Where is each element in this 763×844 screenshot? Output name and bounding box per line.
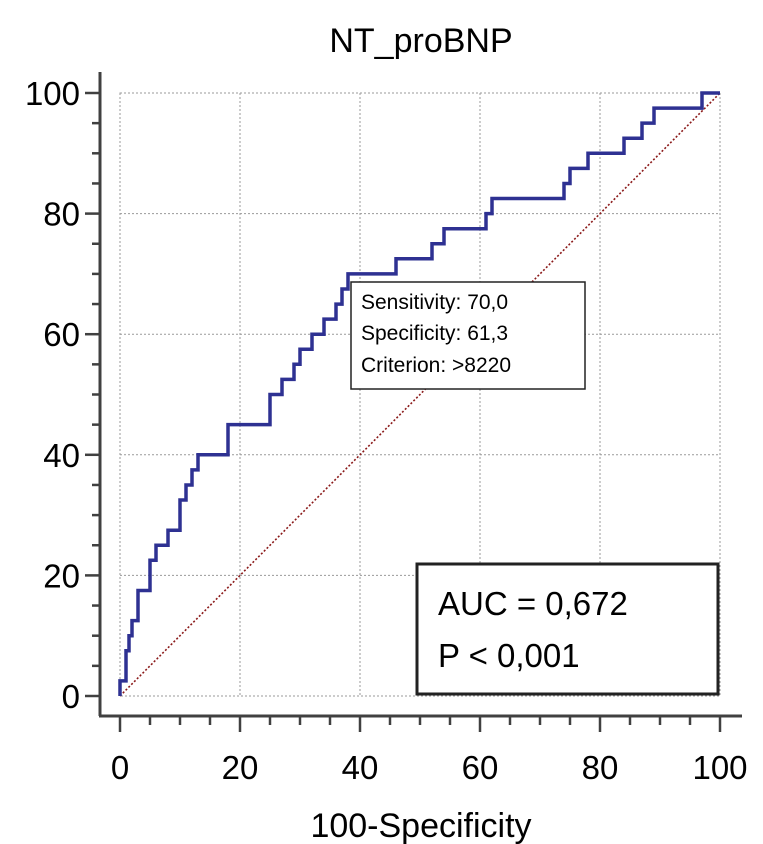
x-tick-label: 20 [222, 749, 259, 786]
criterion-sensitivity-text: Sensitivity: 70,0 [361, 291, 508, 314]
x-tick-label: 40 [342, 749, 379, 786]
plot-frame [119, 92, 721, 697]
criterion-specificity-text: Specificity: 61,3 [361, 322, 508, 345]
roc-curve-line [118, 91, 720, 696]
auc-p-value-text: P < 0,001 [438, 637, 580, 674]
y-tick-label: 0 [62, 678, 80, 715]
criterion-value-text: Criterion: >8220 [361, 354, 511, 377]
x-tick-label: 80 [582, 749, 619, 786]
chart-title: NT_proBNP [329, 22, 512, 60]
x-tick-label: 100 [692, 749, 747, 786]
y-tick-label: 80 [43, 196, 80, 233]
x-axis-label: 100-Specificity [310, 807, 531, 844]
y-tick-label: 20 [43, 557, 80, 594]
criterion-annotation-box: Sensitivity: 70,0 Specificity: 61,3 Crit… [350, 281, 586, 390]
auc-annotation-box: AUC = 0,672 P < 0,001 [415, 562, 720, 696]
y-tick-label: 60 [43, 316, 80, 353]
x-tick-labels: 0 20 40 60 80 100 [111, 749, 748, 786]
x-tick-label: 0 [111, 749, 129, 786]
y-tick-label: 100 [25, 75, 80, 112]
auc-box-frame [415, 562, 720, 696]
y-tick-label: 40 [43, 437, 80, 474]
auc-value-text: AUC = 0,672 [438, 585, 628, 622]
reference-diagonal-line [119, 92, 721, 697]
x-tick-label: 60 [462, 749, 499, 786]
criterion-box-frame [350, 281, 586, 390]
axis-ticks [85, 91, 722, 732]
y-tick-labels: 0 20 40 60 80 100 [25, 75, 80, 715]
